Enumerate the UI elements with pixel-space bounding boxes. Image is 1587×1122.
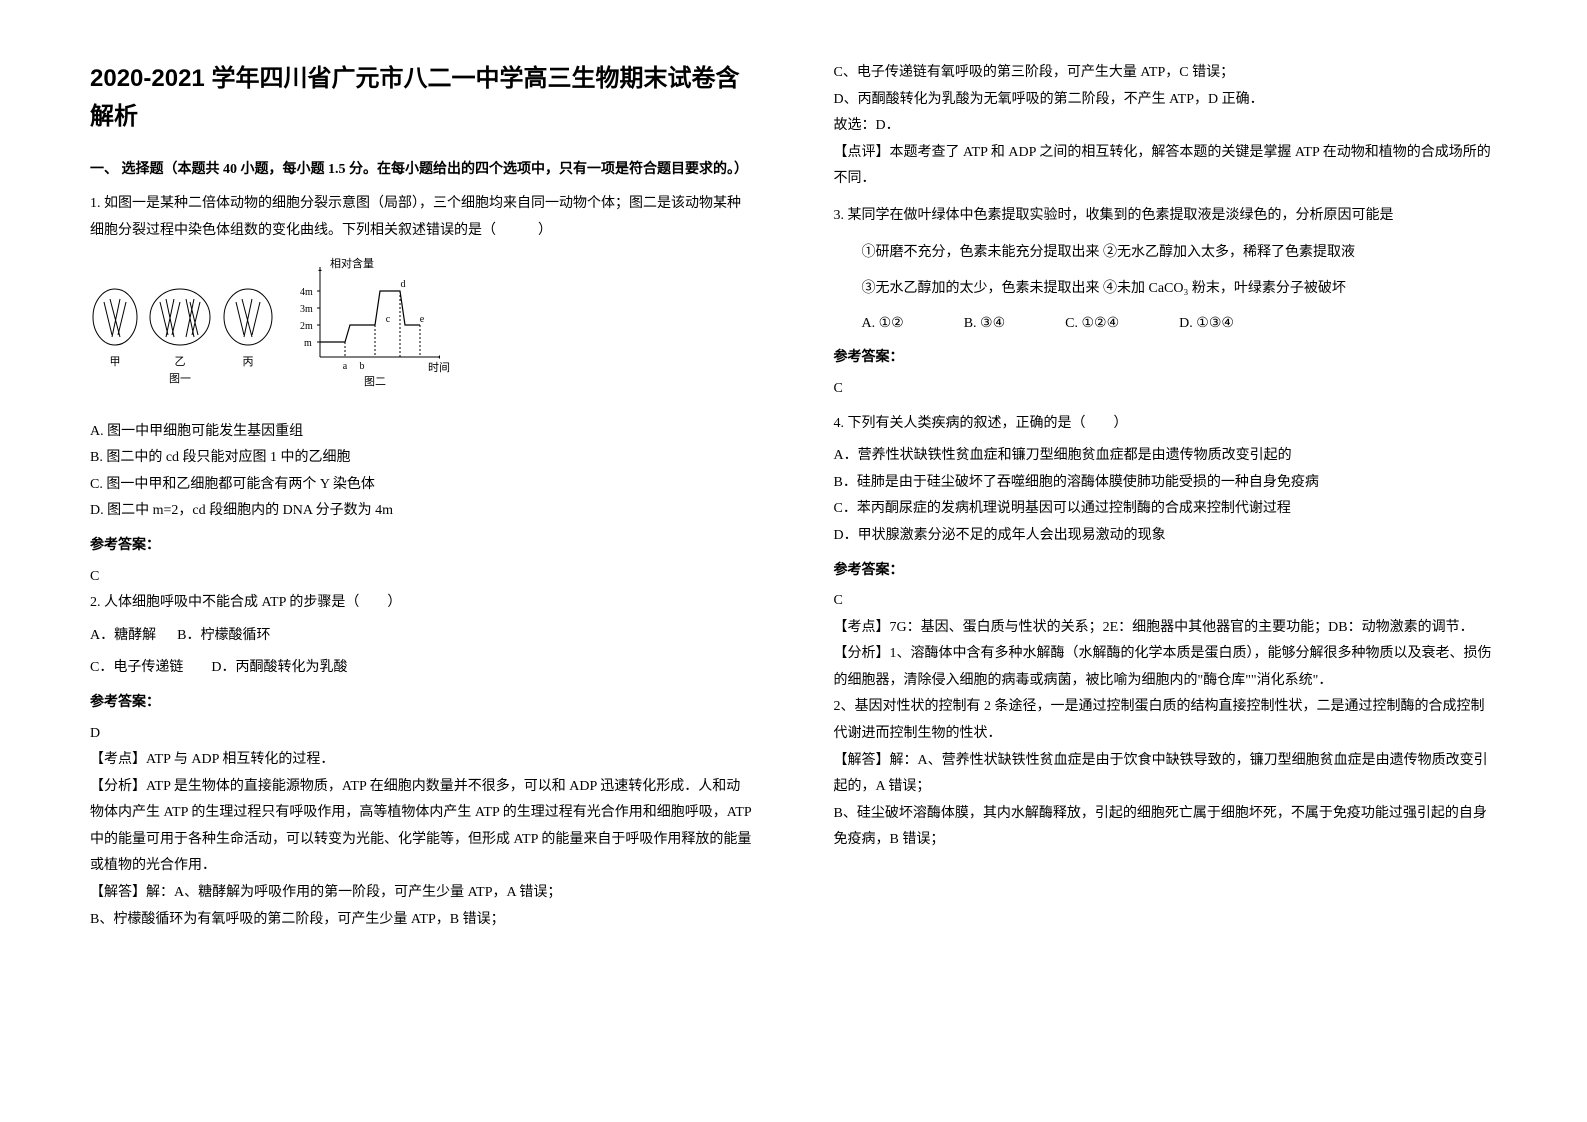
q2-stem: 2. 人体细胞呼吸中不能合成 ATP 的步骤是（ ） [90, 590, 754, 617]
fig-point-2: c [386, 314, 391, 325]
q2-fenxi: 【分析】ATP 是生物体的直接能源物质，ATP 在细胞内数量并不很多，可以和 A… [90, 774, 754, 880]
q3-stem: 3. 某同学在做叶绿体中色素提取实验时，收集到的色素提取液是淡绿色的，分析原因可… [834, 203, 1498, 230]
left-column: 2020-2021 学年四川省广元市八二一中学高三生物期末试卷含解析 一、 选择… [90, 60, 754, 1062]
q1-figure: 甲 乙 丙 图一 相对含量 时间 m 2m 3m 4m [90, 257, 754, 407]
q4-option-a: A．营养性状缺铁性贫血症和镰刀型细胞贫血症都是由遗传物质改变引起的 [834, 443, 1498, 470]
q3-option-b: B. ③④ [964, 311, 1005, 338]
fig-cell-label-1: 乙 [175, 355, 186, 368]
q4-jieda2: B、硅尘破坏溶酶体膜，其内水解酶释放，引起的细胞死亡属于细胞坏死，不属于免疫功能… [834, 801, 1498, 854]
q2-kaodian: 【考点】ATP 与 ADP 相互转化的过程． [90, 747, 754, 774]
q3-option-a: A. ①② [862, 311, 904, 338]
fig-y-label: 相对含量 [330, 257, 374, 270]
q3-answer-label: 参考答案： [834, 345, 1498, 372]
q2-option-c: C．电子传递链 [90, 660, 183, 675]
q3-option-c: C. ①②④ [1065, 311, 1119, 338]
fig-point-4: e [420, 314, 425, 325]
q3-options: A. ①② B. ③④ C. ①②④ D. ①③④ [862, 311, 1498, 338]
q3-answer: C [834, 376, 1498, 403]
q2-jieda2: B、柠檬酸循环为有氧呼吸的第二阶段，可产生少量 ATP，B 错误； [90, 907, 754, 934]
fig-ytick-0: m [304, 338, 312, 349]
q2-options-row2: C．电子传递链 D．丙酮酸转化为乳酸 [90, 655, 754, 682]
q4-answer-label: 参考答案： [834, 558, 1498, 585]
q1-answer-label: 参考答案： [90, 533, 754, 560]
q4-stem: 4. 下列有关人类疾病的叙述，正确的是（ ） [834, 411, 1498, 438]
fig-ytick-3: 4m [300, 287, 313, 298]
q2-option-a: A．糖酵解 [90, 628, 156, 643]
q4-option-d: D．甲状腺激素分泌不足的成年人会出现易激动的现象 [834, 523, 1498, 550]
q2-jieda3: C、电子传递链有氧呼吸的第三阶段，可产生大量 ATP，C 错误； [834, 60, 1498, 87]
q2-dianping: 【点评】本题考查了 ATP 和 ADP 之间的相互转化，解答本题的关键是掌握 A… [834, 140, 1498, 193]
q1-option-c: C. 图一中甲和乙细胞都可能含有两个 Y 染色体 [90, 472, 754, 499]
q4-kaodian: 【考点】7G：基因、蛋白质与性状的关系；2E：细胞器中其他器官的主要功能；DB：… [834, 615, 1498, 642]
section-1-title: 一、 选择题（本题共 40 小题，每小题 1.5 分。在每小题给出的四个选项中，… [90, 157, 754, 184]
q4-fenxi2: 2、基因对性状的控制有 2 条途径，一是通过控制蛋白质的结构直接控制性状，二是通… [834, 694, 1498, 747]
q1-option-b: B. 图二中的 cd 段只能对应图 1 中的乙细胞 [90, 445, 754, 472]
q1-stem: 1. 如图一是某种二倍体动物的细胞分裂示意图（局部），三个细胞均来自同一动物个体… [90, 191, 754, 244]
q4-option-b: B．硅肺是由于硅尘破坏了吞噬细胞的溶酶体膜使肺功能受损的一种自身免疫病 [834, 470, 1498, 497]
q4-answer: C [834, 588, 1498, 615]
fig-panel-label-0: 图一 [169, 372, 191, 385]
fig-point-3: d [401, 279, 406, 290]
right-column: C、电子传递链有氧呼吸的第三阶段，可产生大量 ATP，C 错误； D、丙酮酸转化… [834, 60, 1498, 1062]
q1-answer: C [90, 564, 754, 591]
q2-option-d: D．丙酮酸转化为乳酸 [211, 660, 347, 675]
fig-ytick-1: 2m [300, 321, 313, 332]
q2-jieda4: D、丙酮酸转化为乳酸为无氧呼吸的第二阶段，不产生 ATP，D 正确． [834, 87, 1498, 114]
q3-option-d: D. ①③④ [1179, 311, 1234, 338]
q1-option-d: D. 图二中 m=2，cd 段细胞内的 DNA 分子数为 4m [90, 498, 754, 525]
fig-ytick-2: 3m [300, 304, 313, 315]
fig-point-1: b [360, 361, 365, 372]
document-title: 2020-2021 学年四川省广元市八二一中学高三生物期末试卷含解析 [90, 60, 754, 137]
q2-answer-label: 参考答案： [90, 690, 754, 717]
q3-line1: ①研磨不充分，色素未能充分提取出来 ②无水乙醇加入太多，稀释了色素提取液 [834, 240, 1498, 267]
q2-options-row1: A．糖酵解 B．柠檬酸循环 [90, 623, 754, 650]
q2-option-b: B．柠檬酸循环 [177, 628, 270, 643]
q4-option-c: C．苯丙酮尿症的发病机理说明基因可以通过控制酶的合成来控制代谢过程 [834, 496, 1498, 523]
fig-point-0: a [343, 361, 348, 372]
fig-cell-label-2: 丙 [243, 356, 254, 368]
q2-answer: D [90, 721, 754, 748]
q3-line2: ③无水乙醇加的太少，色素未提取出来 ④未加 CaCO₃ 粉末，叶绿素分子被破坏 [834, 276, 1498, 303]
q1-option-a: A. 图一中甲细胞可能发生基因重组 [90, 419, 754, 446]
q2-jieda1: 【解答】解：A、糖酵解为呼吸作用的第一阶段，可产生少量 ATP，A 错误； [90, 880, 754, 907]
fig-panel-label-1: 图二 [364, 375, 386, 388]
q4-fenxi1: 【分析】1、溶酶体中含有多种水解酶（水解酶的化学本质是蛋白质），能够分解很多种物… [834, 641, 1498, 694]
q4-jieda1: 【解答】解：A、营养性状缺铁性贫血症是由于饮食中缺铁导致的，镰刀型细胞贫血症是由… [834, 748, 1498, 801]
fig-x-label: 时间 [428, 361, 450, 374]
q2-gxd: 故选：D． [834, 113, 1498, 140]
fig-cell-label-0: 甲 [110, 356, 121, 368]
